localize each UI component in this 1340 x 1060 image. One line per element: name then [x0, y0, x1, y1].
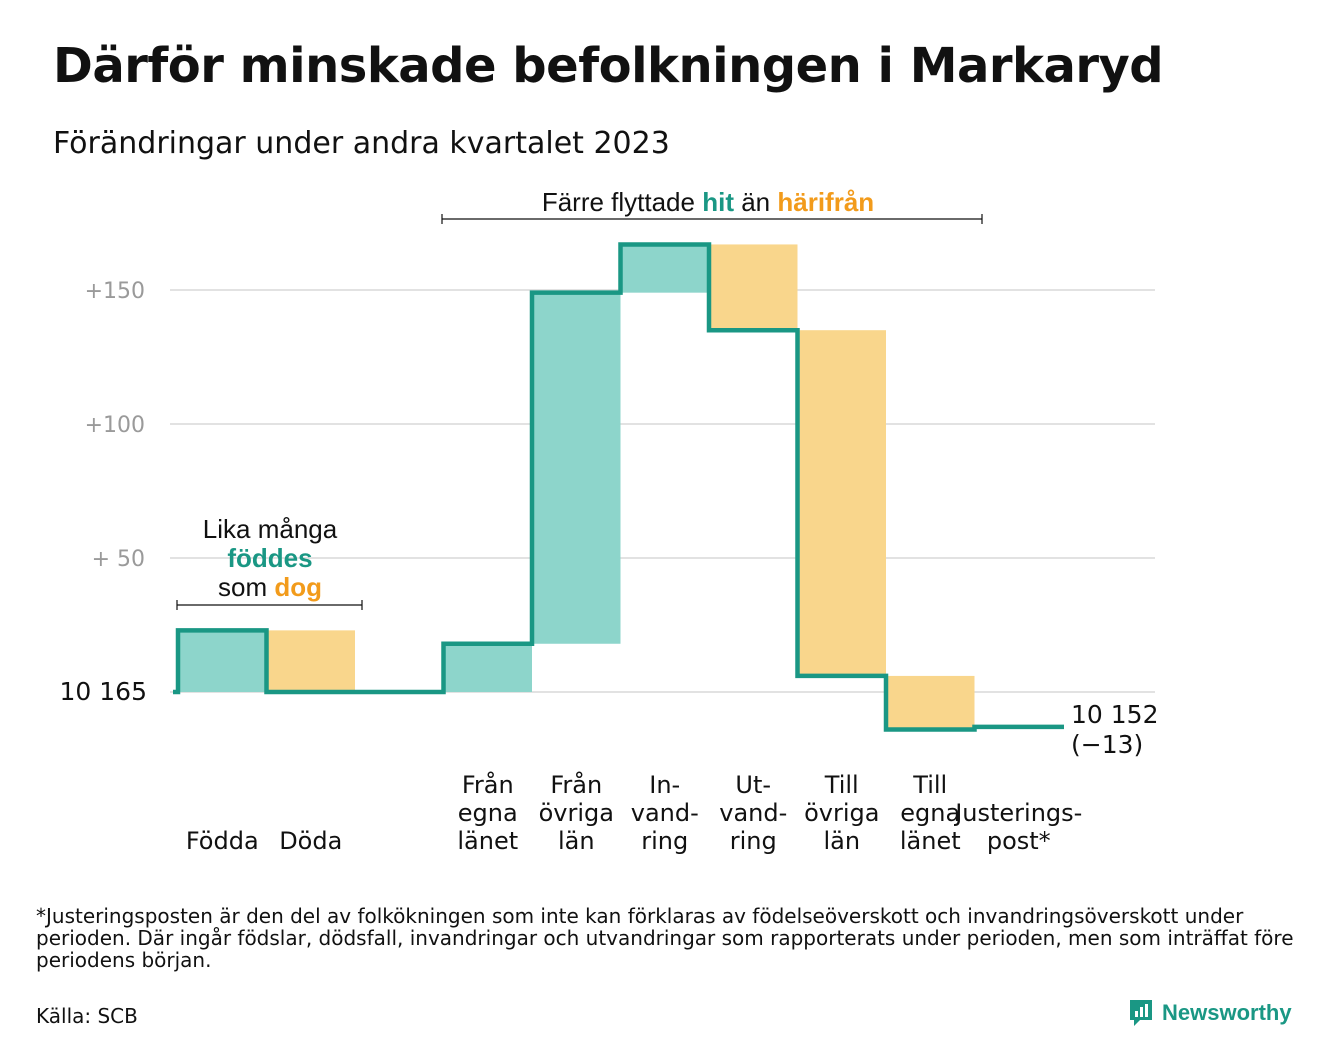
- end-change-label: (−13): [1071, 730, 1143, 759]
- category-label: vand-: [631, 799, 699, 827]
- category-label: ring: [730, 827, 777, 855]
- annotation-run: föddes: [227, 543, 312, 573]
- category-label: Ut-: [735, 771, 771, 799]
- category-label: länet: [457, 827, 518, 855]
- category-label: Till: [912, 771, 947, 799]
- category-label: Födda: [186, 827, 259, 855]
- annotation-run: som: [218, 572, 274, 602]
- category-label: Döda: [279, 827, 342, 855]
- category-label: egna: [458, 799, 518, 827]
- annotation-line: Färre flyttade hit än härifrån: [542, 187, 874, 217]
- waterfall-bar: [443, 643, 532, 692]
- y-tick-label: +100: [85, 413, 145, 438]
- annotation-run: härifrån: [777, 187, 874, 217]
- annotation-run: Färre flyttade: [542, 187, 702, 217]
- category-label: län: [558, 827, 595, 855]
- waterfall-bar: [709, 244, 798, 331]
- newsworthy-logo-icon: [1130, 1000, 1152, 1026]
- waterfall-bar: [266, 630, 355, 692]
- chart-title: Därför minskade befolkningen i Markaryd: [53, 38, 1164, 94]
- waterfall-bar: [797, 330, 886, 676]
- brand-name: Newsworthy: [1162, 1000, 1292, 1025]
- annotation-run: dog: [274, 572, 322, 602]
- step-line: [173, 242, 1064, 732]
- y-tick-label: +150: [85, 279, 145, 304]
- annotation-line: föddes: [227, 543, 312, 573]
- category-label: län: [823, 827, 860, 855]
- annotation-run: än: [734, 187, 777, 217]
- end-value-label: 10 152: [1071, 700, 1158, 729]
- category-label: Till: [824, 771, 859, 799]
- category-label: Från: [550, 770, 602, 799]
- annotation-run: Lika många: [203, 514, 338, 544]
- category-label: ring: [641, 827, 688, 855]
- source-note: Källa: SCB: [36, 1004, 138, 1028]
- footnote: *Justeringsposten är den del av folkökni…: [36, 904, 1294, 972]
- category-label: In-: [649, 771, 680, 799]
- category-label: övriga: [804, 799, 879, 827]
- annotation-run: hit: [702, 187, 734, 217]
- cumulative-step-line: [173, 242, 1064, 732]
- waterfall-bar: [620, 244, 709, 293]
- category-label: övriga: [539, 799, 614, 827]
- category-label: Justerings-: [953, 799, 1082, 827]
- category-label: vand-: [719, 799, 787, 827]
- y-tick-label: + 50: [92, 547, 145, 572]
- category-label: post*: [987, 827, 1051, 855]
- bars: [178, 244, 975, 730]
- start-value-label: 10 165: [60, 677, 147, 706]
- category-label: länet: [900, 827, 961, 855]
- labels: Födda DödaFrånegnalänetFrånövrigalänIn-va…: [60, 677, 1159, 855]
- waterfall-bar: [532, 292, 621, 644]
- annotation-line: Lika många: [203, 514, 338, 544]
- category-label: egna: [900, 799, 960, 827]
- annotation-line: som dog: [218, 572, 322, 602]
- category-label: Från: [462, 770, 514, 799]
- chart-subtitle: Förändringar under andra kvartalet 2023: [53, 126, 670, 161]
- brand: Newsworthy: [1128, 998, 1292, 1028]
- waterfall-bar: [886, 675, 975, 730]
- waterfall-chart: +150+100+ 50 Födda DödaFrånegnalänetFrånö…: [60, 187, 1159, 855]
- waterfall-bar: [178, 630, 267, 692]
